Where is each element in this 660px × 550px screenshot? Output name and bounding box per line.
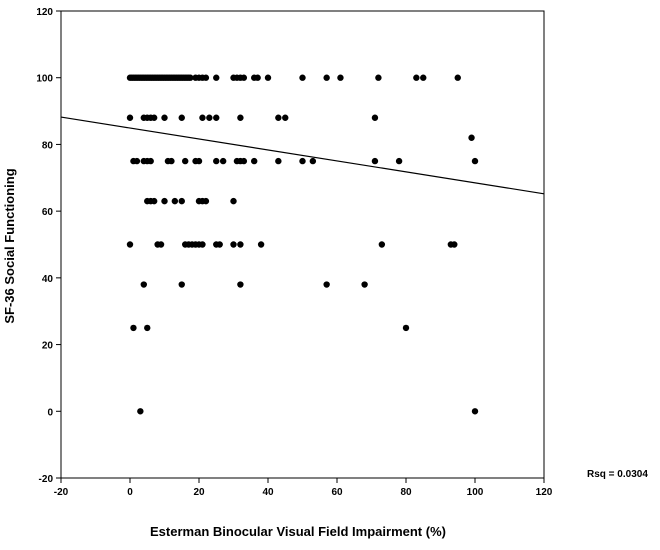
plot-frame: [60, 10, 545, 479]
x-tick-label: -20: [54, 487, 69, 498]
data-point: [168, 157, 175, 165]
data-point: [275, 114, 282, 121]
data-point: [323, 281, 330, 288]
x-tick-label: 120: [536, 487, 553, 498]
data-point: [140, 281, 147, 288]
x-tick-label: 40: [262, 487, 274, 498]
y-tick-label: -20: [39, 474, 54, 485]
data-point: [199, 114, 206, 121]
rsq-annotation: Rsq = 0.0304: [587, 469, 648, 480]
data-point: [378, 241, 386, 248]
data-point: [299, 74, 306, 81]
data-point: [361, 281, 368, 288]
data-point: [254, 74, 261, 81]
y-tick-label: 60: [42, 207, 54, 218]
data-point: [237, 281, 244, 288]
y-tick-label: 40: [42, 274, 54, 285]
data-point: [147, 157, 154, 165]
data-point: [133, 157, 141, 165]
data-point: [257, 241, 265, 248]
axes: -20 0 20 40 60 80 100 120 -20 0 20 40 60 80 100 120: [36, 7, 552, 498]
data-point: [282, 114, 289, 121]
data-point: [199, 241, 206, 248]
data-points: [126, 74, 479, 415]
x-tick-label: 100: [467, 487, 484, 498]
data-point: [230, 241, 237, 248]
data-point: [251, 157, 258, 165]
data-point: [219, 157, 227, 165]
data-point: [202, 74, 210, 81]
data-point: [126, 114, 134, 121]
data-point: [451, 241, 458, 248]
y-tick-label: 100: [36, 74, 53, 85]
data-point: [454, 74, 461, 81]
x-tick-label: 60: [331, 487, 343, 498]
data-point: [216, 241, 223, 248]
data-point: [187, 74, 194, 81]
data-point: [144, 324, 151, 332]
data-point: [275, 157, 282, 165]
regression-line: [60, 116, 545, 195]
data-point: [230, 197, 237, 205]
data-point: [237, 241, 244, 248]
data-point: [178, 281, 185, 288]
x-tick-label: 20: [193, 487, 205, 498]
data-point: [171, 197, 179, 205]
data-point: [468, 134, 475, 141]
data-point: [195, 157, 203, 165]
data-point: [395, 157, 403, 165]
data-point: [213, 114, 220, 121]
data-point: [323, 74, 330, 81]
data-point: [137, 408, 144, 415]
y-tick-label: 20: [42, 341, 54, 352]
y-tick-label: 0: [47, 407, 53, 418]
data-point: [178, 114, 185, 121]
data-point: [375, 74, 382, 81]
data-point: [157, 241, 165, 248]
data-point: [471, 408, 479, 415]
y-axis-label: SF-36 Social Functioning: [2, 168, 17, 323]
data-point: [126, 241, 134, 248]
x-axis-label: Esterman Binocular Visual Field Impairme…: [150, 524, 446, 539]
y-tick-label: 120: [36, 7, 53, 18]
x-tick-label: 80: [400, 487, 412, 498]
data-point: [213, 157, 220, 165]
data-point: [420, 74, 427, 81]
data-point: [337, 74, 344, 81]
data-point: [178, 197, 185, 205]
data-point: [213, 74, 220, 81]
data-point: [150, 197, 158, 205]
data-point: [202, 197, 210, 205]
data-point: [471, 157, 479, 165]
x-tick-label: 0: [127, 487, 133, 498]
data-point: [130, 324, 137, 332]
data-point: [413, 74, 420, 81]
data-point: [309, 157, 317, 165]
data-point: [182, 157, 189, 165]
data-point: [206, 114, 213, 121]
data-point: [402, 324, 410, 332]
data-point: [240, 157, 248, 165]
data-point: [264, 74, 272, 81]
data-point: [161, 197, 168, 205]
data-point: [161, 114, 168, 121]
data-point: [240, 74, 248, 81]
data-point: [150, 114, 158, 121]
y-tick-label: 80: [42, 140, 54, 151]
data-point: [371, 157, 379, 165]
regression-line-group: [60, 116, 545, 195]
data-point: [299, 157, 306, 165]
data-point: [371, 114, 379, 121]
data-point: [237, 114, 244, 121]
